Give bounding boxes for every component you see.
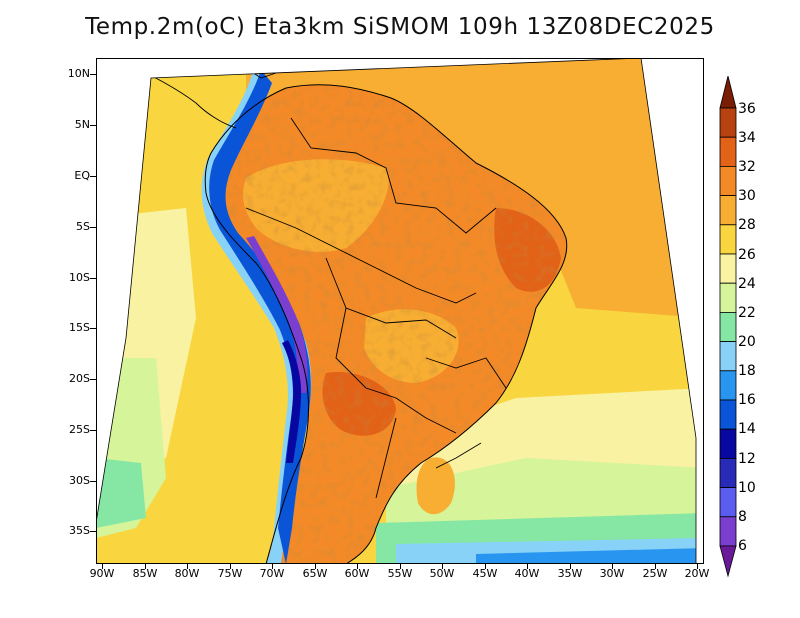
lon-tick [655, 564, 656, 569]
lon-tick [272, 564, 273, 569]
lon-tick [315, 564, 316, 569]
colorbar-label: 22 [738, 305, 756, 321]
colorbar-swatch [719, 516, 737, 547]
colorbar-swatch [719, 545, 737, 578]
altiplano-cold-core [282, 340, 302, 463]
lon-tick [697, 564, 698, 569]
map-plot-area [96, 58, 704, 564]
andes-coldest-core [246, 236, 308, 393]
land-texture [205, 84, 567, 564]
colorbar-label: 6 [738, 538, 747, 554]
lon-tick [400, 564, 401, 569]
lat-tick [90, 481, 96, 482]
lon-tick [442, 564, 443, 569]
domain-outline [96, 58, 697, 564]
lat-label: 10N [67, 67, 90, 80]
colorbar-swatch [719, 399, 737, 430]
colorbar-label: 18 [738, 363, 756, 379]
colorbar-swatch [719, 311, 737, 342]
colorbar-label: 8 [738, 509, 747, 525]
lon-label: 55W [387, 567, 413, 580]
colorbar-swatch [719, 76, 737, 109]
lon-tick [612, 564, 613, 569]
lon-label: 45W [472, 567, 498, 580]
andes-cool-ridge [201, 68, 312, 564]
colorbar-swatch [719, 487, 737, 518]
colorbar-swatch [719, 166, 737, 197]
lon-tick [570, 564, 571, 569]
lon-tick [230, 564, 231, 569]
atlantic-deep-cold [476, 548, 696, 564]
lon-label: 20W [684, 567, 710, 580]
colorbar-swatch [719, 253, 737, 284]
lon-tick [527, 564, 528, 569]
colorbar-swatch [719, 370, 737, 401]
colorbar-swatch [719, 457, 737, 488]
south-brazil-field [416, 457, 455, 515]
lon-label: 60W [344, 567, 370, 580]
colorbar-label: 36 [738, 101, 756, 117]
lat-label: 5S [76, 220, 90, 233]
lat-label: 5N [74, 118, 90, 131]
colorbar [719, 76, 737, 578]
colorbar-swatch [719, 107, 737, 138]
lon-tick [485, 564, 486, 569]
lon-label: 40W [514, 567, 540, 580]
lon-tick [357, 564, 358, 569]
lon-label: 65W [302, 567, 328, 580]
lat-label: 20S [69, 372, 90, 385]
colorbar-swatch [719, 224, 737, 255]
lon-label: 25W [642, 567, 668, 580]
lon-tick [145, 564, 146, 569]
lat-label: EQ [74, 169, 90, 182]
lat-tick [90, 328, 96, 329]
colorbar-label: 32 [738, 159, 756, 175]
colorbar-label: 16 [738, 392, 756, 408]
lat-label: 25S [69, 423, 90, 436]
lat-tick [90, 74, 96, 75]
colorbar-label: 20 [738, 334, 756, 350]
colorbar-label: 28 [738, 217, 756, 233]
lon-label: 30W [599, 567, 625, 580]
lat-tick [90, 531, 96, 532]
lon-label: 80W [174, 567, 200, 580]
lat-label: 30S [69, 474, 90, 487]
colorbar-label: 10 [738, 480, 756, 496]
colorbar-swatch [719, 136, 737, 167]
lat-label: 15S [69, 321, 90, 334]
pacific-cold-band [96, 458, 146, 528]
colorbar-label: 14 [738, 421, 756, 437]
colorbar-swatch [719, 341, 737, 372]
lon-label: 85W [132, 567, 158, 580]
colorbar-swatch [719, 428, 737, 459]
lon-label: 50W [429, 567, 455, 580]
lat-tick [90, 125, 96, 126]
lon-label: 70W [259, 567, 285, 580]
lon-label: 35W [557, 567, 583, 580]
colorbar-label: 24 [738, 276, 756, 292]
colorbar-label: 30 [738, 188, 756, 204]
colorbar-label: 12 [738, 451, 756, 467]
colorbar-label: 26 [738, 247, 756, 263]
lat-tick [90, 227, 96, 228]
lon-label: 90W [89, 567, 115, 580]
lat-tick [90, 379, 96, 380]
lat-tick [90, 278, 96, 279]
temperature-field [96, 58, 696, 564]
colorbar-swatch [719, 282, 737, 313]
colorbar-label: 34 [738, 130, 756, 146]
lat-tick [90, 430, 96, 431]
lat-label: 35S [69, 524, 90, 537]
coastline [204, 84, 568, 564]
colorbar-swatches [719, 76, 737, 578]
map-svg [96, 58, 697, 564]
lat-label: 10S [69, 271, 90, 284]
lon-tick [102, 564, 103, 569]
lon-label: 75W [217, 567, 243, 580]
lat-tick [90, 176, 96, 177]
map-title: Temp.2m(oC) Eta3km SiSMOM 109h 13Z08DEC2… [85, 14, 715, 40]
lon-tick [187, 564, 188, 569]
colorbar-swatch [719, 195, 737, 226]
country-borders [245, 117, 507, 499]
